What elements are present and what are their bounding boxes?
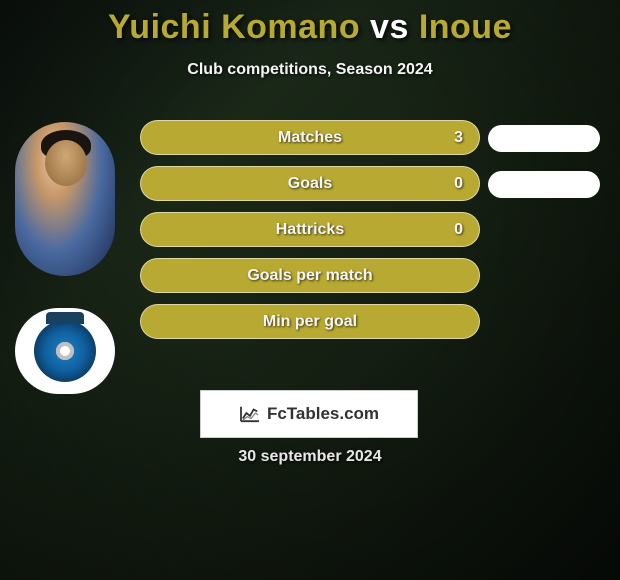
club-badge [15, 308, 115, 394]
left-column [10, 122, 120, 394]
page-title: Yuichi Komano vs Inoue [0, 0, 620, 47]
title-player1: Yuichi Komano [108, 8, 360, 46]
title-vs: vs [370, 8, 409, 46]
footer-brand-text: FcTables.com [267, 404, 379, 424]
title-player2: Inoue [419, 8, 512, 46]
stat-bars: Matches 3 Goals 0 Hattricks 0 Goals per match M… [140, 120, 480, 339]
stat-bar-value: 0 [454, 175, 463, 193]
stat-bar-label: Goals [288, 175, 332, 193]
chart-icon [239, 405, 261, 423]
footer-brand-box: FcTables.com [200, 390, 418, 438]
stat-bar: Matches 3 [140, 120, 480, 155]
club-badge-inner [34, 320, 96, 382]
stat-bar-value: 0 [454, 221, 463, 239]
stat-bar-label: Goals per match [247, 267, 372, 285]
stat-bar-value: 3 [454, 129, 463, 147]
stat-bar-label: Min per goal [263, 313, 357, 331]
right-ovals [488, 120, 600, 198]
stat-bar: Goals per match [140, 258, 480, 293]
stat-bar-label: Hattricks [276, 221, 344, 239]
player-photo [15, 122, 115, 276]
subtitle: Club competitions, Season 2024 [0, 61, 620, 79]
stat-bar-label: Matches [278, 129, 342, 147]
comparison-oval [488, 125, 600, 152]
content-root: Yuichi Komano vs Inoue Club competitions… [0, 0, 620, 580]
comparison-oval [488, 171, 600, 198]
stat-bar: Min per goal [140, 304, 480, 339]
stat-bar: Goals 0 [140, 166, 480, 201]
stat-bar: Hattricks 0 [140, 212, 480, 247]
date-text: 30 september 2024 [0, 448, 620, 466]
